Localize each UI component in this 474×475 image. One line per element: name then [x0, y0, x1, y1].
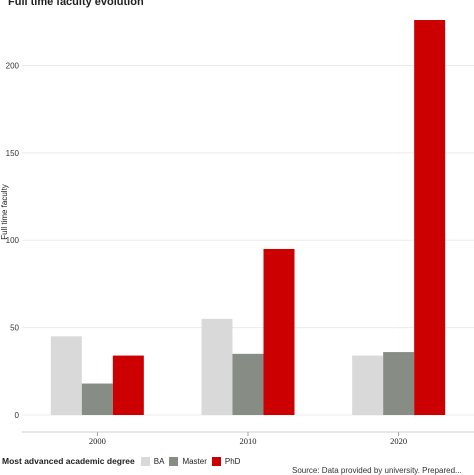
y-tick-label: 0 [15, 411, 20, 420]
bar-master-2000 [81, 383, 113, 415]
y-tick-label: 100 [6, 236, 20, 245]
bars [50, 20, 446, 415]
bar-phd-2000 [112, 355, 144, 415]
y-tick-label: 200 [6, 61, 20, 70]
bar-phd-2020 [414, 20, 446, 415]
bar-master-2020 [383, 352, 415, 415]
legend-items: BA Master PhD [140, 456, 246, 466]
legend-label: PhD [224, 456, 241, 466]
legend-item-master: Master [169, 456, 207, 466]
chart-title: Full time faculty evolution [8, 0, 144, 8]
y-axis-label: Full time faculty [0, 184, 9, 240]
x-tick-label: 2000 [89, 436, 106, 446]
legend-swatch [140, 456, 150, 466]
bar-ba-2020 [352, 355, 384, 415]
bar-master-2010 [232, 353, 264, 415]
y-tick-label: 150 [6, 149, 20, 158]
legend-title: Most advanced academic degree [2, 456, 135, 466]
bar-phd-2010 [263, 248, 295, 415]
legend-label: BA [153, 456, 165, 466]
x-axis-ticks: 2000 2010 2020 [22, 431, 474, 446]
bar-ba-2010 [201, 318, 233, 415]
legend-item-ba: BA [140, 456, 165, 466]
x-tick-label: 2020 [390, 436, 407, 446]
legend: Most advanced academic degree BA Master Ph… [2, 456, 245, 466]
source-note: Source: Data provided by university. Pre… [292, 466, 462, 475]
y-tick-label: 50 [10, 324, 19, 333]
legend-label: Master [182, 456, 207, 466]
legend-swatch [211, 456, 221, 466]
x-tick-label: 2010 [240, 436, 257, 446]
bar-ba-2000 [50, 336, 82, 415]
legend-swatch [169, 456, 179, 466]
legend-item-phd: PhD [211, 456, 241, 466]
y-axis-ticks: 0 50 100 150 200 [6, 61, 20, 420]
